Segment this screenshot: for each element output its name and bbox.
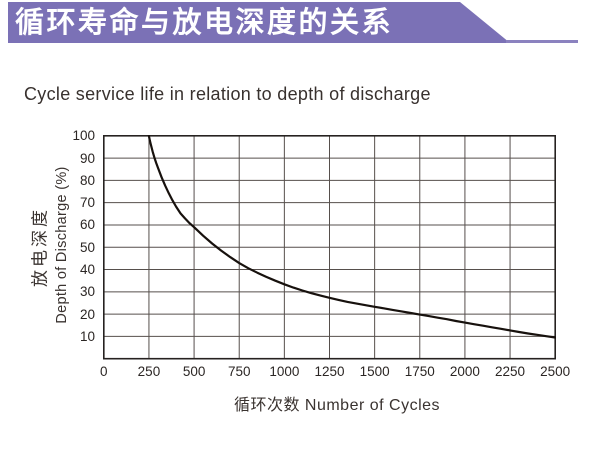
- y-tick-label: 20: [79, 306, 95, 322]
- banner-title: 循环寿命与放电深度的关系: [15, 7, 394, 39]
- cycle-life-curve: [147, 134, 557, 339]
- x-tick-label: 0: [100, 364, 108, 379]
- x-tick-label: 1750: [404, 364, 435, 379]
- x-tick-label: 1000: [269, 364, 300, 379]
- y-tick-label: 80: [79, 172, 95, 188]
- x-tick-label: 1250: [314, 364, 345, 379]
- y-tick-label: 30: [79, 284, 95, 300]
- x-tick-label: 250: [137, 364, 161, 379]
- y-tick-label: 100: [72, 128, 95, 144]
- y-tick-label: 70: [79, 195, 95, 211]
- x-tick-label: 1500: [359, 364, 390, 379]
- y-axis-title-en: Depth of Discharge (%): [54, 166, 70, 324]
- plot-area: [103, 134, 557, 360]
- x-tick-label: 750: [227, 364, 251, 379]
- y-tick-label: 10: [79, 328, 95, 344]
- y-tick-label: 90: [79, 150, 95, 166]
- x-tick-label: 500: [182, 364, 206, 379]
- banner-tail-line: [506, 40, 578, 43]
- x-tick-label: 2000: [449, 364, 480, 379]
- header-banner: 循环寿命与放电深度的关系: [8, 2, 510, 43]
- y-tick-label: 50: [79, 239, 95, 255]
- x-axis-title: 循环次数 Number of Cycles: [233, 397, 441, 414]
- chart-title: Cycle service life in relation to depth …: [24, 84, 431, 104]
- plot-svg: [103, 134, 557, 360]
- y-axis-title-zh: 放电深度: [30, 207, 50, 287]
- x-tick-label: 2500: [540, 364, 571, 379]
- y-tick-label: 60: [79, 217, 95, 233]
- y-tick-label: 40: [79, 262, 95, 278]
- x-tick-label: 2250: [495, 364, 526, 379]
- plot-border: [103, 135, 556, 360]
